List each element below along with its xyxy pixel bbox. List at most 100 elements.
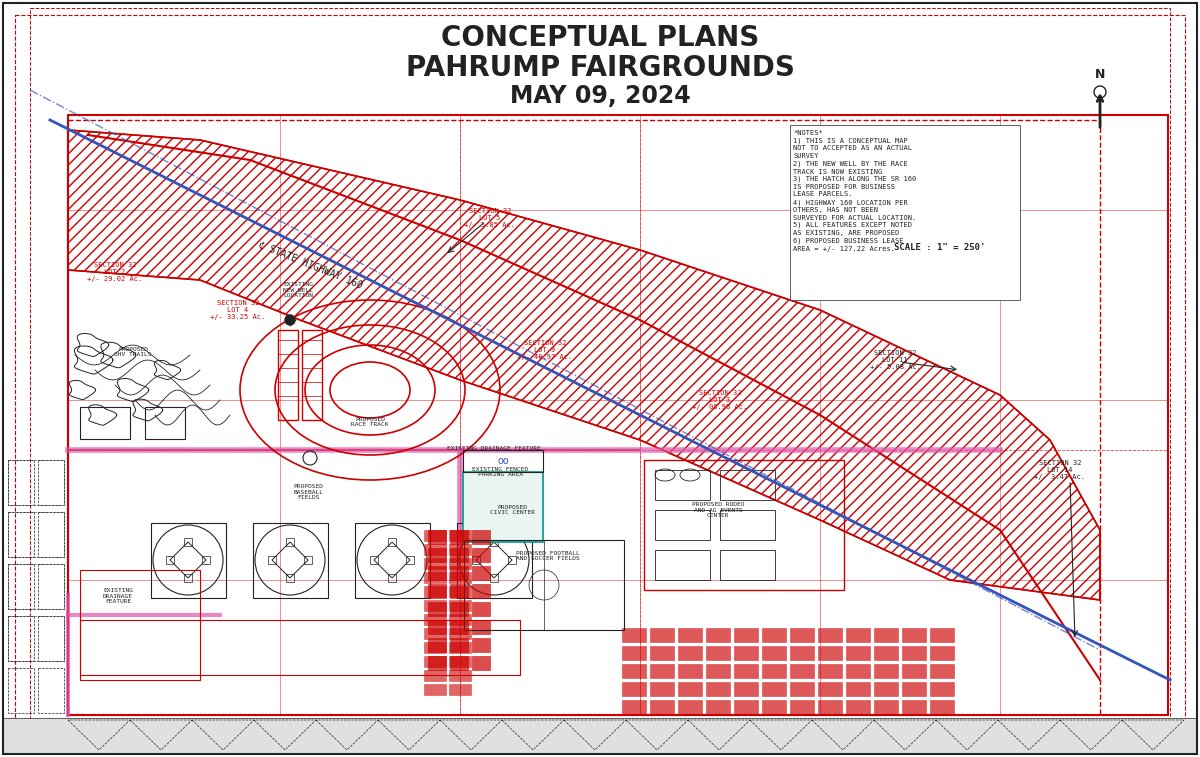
Bar bbox=[370, 556, 378, 564]
Bar bbox=[902, 664, 926, 678]
Bar bbox=[490, 574, 498, 582]
Bar bbox=[650, 664, 674, 678]
Bar bbox=[472, 548, 490, 562]
Bar bbox=[874, 664, 898, 678]
Bar bbox=[202, 556, 210, 564]
Bar bbox=[734, 682, 758, 696]
Bar bbox=[449, 572, 470, 583]
Text: oo: oo bbox=[497, 456, 509, 466]
Bar bbox=[762, 664, 786, 678]
Bar bbox=[734, 700, 758, 714]
Bar bbox=[424, 600, 446, 611]
Bar bbox=[449, 558, 470, 569]
Bar bbox=[450, 566, 468, 580]
Bar bbox=[622, 664, 646, 678]
Bar bbox=[846, 682, 870, 696]
Bar bbox=[355, 523, 430, 598]
Bar bbox=[874, 682, 898, 696]
Bar bbox=[644, 460, 844, 590]
Bar bbox=[278, 330, 298, 420]
Bar bbox=[428, 638, 446, 652]
Bar bbox=[450, 584, 468, 598]
Bar bbox=[449, 670, 470, 681]
Bar bbox=[8, 460, 64, 505]
Bar bbox=[902, 646, 926, 660]
Bar bbox=[706, 664, 730, 678]
Bar bbox=[449, 642, 470, 653]
Bar bbox=[80, 620, 520, 675]
Bar bbox=[8, 616, 64, 661]
Bar bbox=[286, 538, 294, 546]
Bar bbox=[734, 646, 758, 660]
Bar bbox=[790, 628, 814, 642]
Bar bbox=[930, 628, 954, 642]
Bar bbox=[902, 700, 926, 714]
Bar bbox=[846, 646, 870, 660]
Bar bbox=[38, 460, 64, 505]
Text: PROPOSED
RACE TRACK: PROPOSED RACE TRACK bbox=[352, 416, 389, 428]
Bar bbox=[622, 646, 646, 660]
Bar bbox=[622, 700, 646, 714]
Bar bbox=[8, 564, 64, 609]
Bar bbox=[706, 646, 730, 660]
Bar bbox=[428, 548, 446, 562]
Bar bbox=[2, 718, 1198, 753]
Bar bbox=[184, 538, 192, 546]
Bar bbox=[902, 628, 926, 642]
Bar bbox=[720, 550, 775, 580]
Bar bbox=[930, 646, 954, 660]
Bar bbox=[450, 530, 468, 544]
Bar bbox=[902, 682, 926, 696]
Bar bbox=[80, 570, 200, 680]
Bar bbox=[38, 616, 64, 661]
Bar bbox=[424, 642, 446, 653]
Bar bbox=[678, 628, 702, 642]
Bar bbox=[678, 700, 702, 714]
Bar bbox=[650, 682, 674, 696]
Text: SECTION 32
LOT 2
+/- 29.02 Ac.: SECTION 32 LOT 2 +/- 29.02 Ac. bbox=[88, 262, 143, 282]
Bar bbox=[622, 682, 646, 696]
Bar bbox=[184, 574, 192, 582]
Bar bbox=[8, 460, 34, 505]
Bar bbox=[449, 600, 470, 611]
Bar bbox=[846, 700, 870, 714]
Bar bbox=[818, 628, 842, 642]
Bar bbox=[678, 682, 702, 696]
Bar bbox=[449, 656, 470, 667]
Bar bbox=[818, 700, 842, 714]
Bar bbox=[166, 556, 174, 564]
Bar bbox=[450, 638, 468, 652]
Bar bbox=[151, 523, 226, 598]
Bar bbox=[472, 656, 490, 670]
Bar bbox=[388, 574, 396, 582]
Text: ¢ STATE HIGHWAY 160: ¢ STATE HIGHWAY 160 bbox=[257, 239, 364, 291]
Bar bbox=[472, 556, 480, 564]
Bar bbox=[428, 530, 446, 544]
Bar bbox=[428, 656, 446, 670]
Circle shape bbox=[286, 315, 295, 325]
Bar bbox=[464, 540, 624, 630]
Bar bbox=[424, 628, 446, 639]
Bar bbox=[450, 656, 468, 670]
Bar bbox=[463, 472, 542, 542]
Text: SECTION 32
LOT 3
+/- 08.98 Ac.: SECTION 32 LOT 3 +/- 08.98 Ac. bbox=[692, 390, 748, 410]
Bar bbox=[508, 556, 516, 564]
Bar bbox=[428, 620, 446, 634]
Text: PAHRUMP FAIRGROUNDS: PAHRUMP FAIRGROUNDS bbox=[406, 54, 794, 82]
Text: CONCEPTUAL PLANS: CONCEPTUAL PLANS bbox=[440, 24, 760, 52]
Bar bbox=[302, 330, 322, 420]
Bar bbox=[424, 656, 446, 667]
Bar bbox=[38, 512, 64, 557]
Bar bbox=[38, 564, 64, 609]
Bar bbox=[424, 614, 446, 625]
Bar bbox=[846, 664, 870, 678]
Bar bbox=[490, 538, 498, 546]
Text: PROPOSED
CIVIC CENTER: PROPOSED CIVIC CENTER bbox=[490, 505, 534, 516]
Text: EXISTING FENCED
PARKING AREA: EXISTING FENCED PARKING AREA bbox=[472, 466, 528, 478]
Bar bbox=[38, 668, 64, 713]
Bar bbox=[450, 602, 468, 616]
Bar bbox=[655, 470, 710, 500]
Bar bbox=[706, 628, 730, 642]
Bar bbox=[762, 682, 786, 696]
Bar bbox=[80, 407, 130, 439]
